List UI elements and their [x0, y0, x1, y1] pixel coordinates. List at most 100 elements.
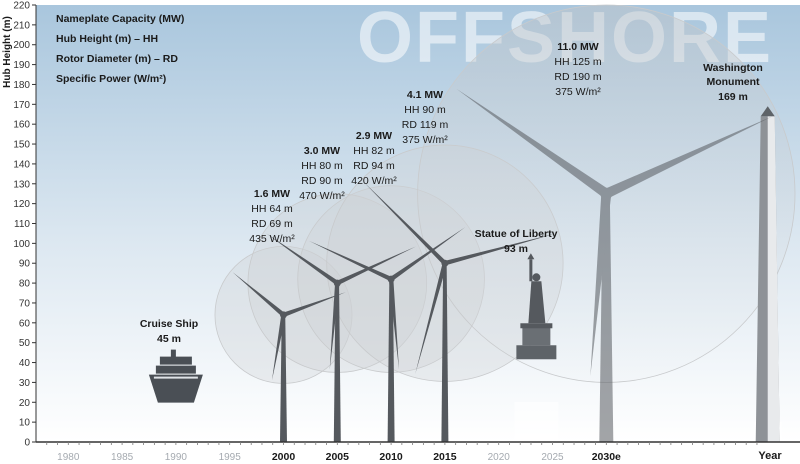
y-tick-label-30: 30 [19, 378, 31, 389]
y-tick-label-70: 70 [19, 298, 31, 309]
turbine-2030 [456, 88, 773, 442]
label-rotor-diameter-2000: RD 69 m [251, 218, 293, 230]
y-tick-label-10: 10 [19, 418, 31, 429]
pedestal-cap [520, 323, 553, 329]
label-capacity-2000: 1.6 MW [254, 188, 290, 200]
label-rotor-diameter-2005: RD 90 m [301, 175, 343, 187]
x-tick-label-2010: 2010 [379, 451, 403, 463]
ship-funnel [170, 349, 176, 358]
y-axis-ticks: 0 10 20 30 40 50 60 70 80 90 100 110 120 130 140 150 160… [13, 1, 37, 449]
statue-body [528, 281, 546, 324]
statue-head [532, 273, 541, 282]
ship-stripe [153, 376, 198, 379]
y-tick-label-130: 130 [13, 179, 30, 190]
blade-2000-1 [271, 314, 286, 381]
hub-2010 [387, 275, 395, 283]
turbine-2000 [232, 272, 346, 442]
pedestal-reflection [514, 402, 559, 442]
legend-entry-hub-height: Hub Height (m) – HH [56, 33, 158, 45]
pedestal-lower [516, 345, 557, 360]
label-capacity-2015: 4.1 MW [407, 89, 443, 101]
y-tick-label-150: 150 [13, 140, 30, 151]
hub-2030 [600, 187, 613, 200]
statue-torch [527, 253, 535, 260]
y-tick-label-100: 100 [13, 239, 30, 250]
label-statue-of-liberty-height: 93 m [504, 243, 528, 255]
hub-2000 [279, 311, 287, 319]
turbine-labels: 1.6 MW HH 64 m RD 69 m 435 W/m² 3.0 MW HH 80 … [140, 41, 763, 345]
pedestal-upper [522, 327, 551, 346]
blade-2000-2 [232, 272, 285, 317]
x-tick-label-1980: 1980 [57, 452, 80, 463]
y-tick-label-140: 140 [13, 159, 30, 170]
blade-2000-0 [282, 292, 346, 317]
y-tick-label-200: 200 [13, 40, 30, 51]
legend-entry-rotor-diameter: Rotor Diameter (m) – RD [56, 53, 178, 65]
y-tick-label-160: 160 [13, 120, 30, 131]
label-washington-monument-name-1: Washington [703, 62, 763, 74]
x-axis-label: Year [758, 450, 782, 462]
x-tick-label-2005: 2005 [326, 451, 350, 463]
monument-light-face [767, 116, 780, 443]
label-rotor-diameter-2010: RD 94 m [353, 160, 395, 172]
ship-hull [148, 374, 203, 403]
label-washington-monument-height: 169 m [718, 91, 748, 103]
y-axis-label: Hub Height (m) [2, 16, 13, 88]
blade-2005-1 [329, 282, 340, 370]
y-tick-label-120: 120 [13, 199, 30, 210]
hub-2005 [333, 279, 341, 287]
label-hub-height-2005: HH 80 m [301, 160, 343, 172]
label-capacity-2030: 11.0 MW [557, 41, 599, 53]
x-tick-label-2020: 2020 [488, 452, 511, 463]
x-axis: 1980 1985 1990 1995 2000 2005 2010 2015 2020 2025… [36, 441, 800, 463]
blade-2010-2 [309, 240, 393, 282]
blade-2030-2 [456, 88, 610, 198]
y-tick-label-80: 80 [19, 279, 31, 290]
label-washington-monument-name-2: Monument [706, 76, 760, 88]
ship-deck-top [159, 356, 192, 365]
x-tick-label-2030e: 2030e [592, 451, 621, 463]
y-tick-label-190: 190 [13, 60, 30, 71]
turbine-2005 [266, 233, 416, 442]
label-specific-power-2015: 375 W/m² [402, 134, 448, 146]
label-hub-height-2000: HH 64 m [251, 203, 293, 215]
x-tick-label-2015: 2015 [433, 451, 457, 463]
label-hub-height-2030: HH 125 m [554, 56, 602, 68]
label-cruise-ship-height: 45 m [157, 333, 181, 345]
x-tick-label-1995: 1995 [219, 452, 242, 463]
blade-2030-1 [590, 193, 612, 377]
ship-deck-mid [155, 365, 196, 374]
x-tick-label-1990: 1990 [165, 452, 188, 463]
blade-2010-1 [388, 278, 399, 370]
statue-arm [529, 259, 533, 282]
legend-entry-capacity: Nameplate Capacity (MW) [56, 13, 184, 25]
blade-2015-1 [415, 262, 448, 374]
x-tick-label-2025: 2025 [541, 452, 564, 463]
tower-2005 [333, 283, 341, 442]
turbine-2010 [309, 227, 466, 442]
y-tick-label-180: 180 [13, 80, 30, 91]
y-tick-label-90: 90 [19, 259, 31, 270]
y-tick-label-210: 210 [13, 20, 30, 31]
y-tick-label-40: 40 [19, 358, 31, 369]
label-hub-height-2010: HH 82 m [353, 145, 395, 157]
x-tick-label-2000: 2000 [272, 451, 296, 463]
y-tick-label-20: 20 [19, 398, 31, 409]
blade-2015-0 [444, 233, 556, 266]
label-rotor-diameter-2015: RD 119 m [402, 119, 449, 131]
label-specific-power-2000: 435 W/m² [249, 233, 295, 245]
legend: Nameplate Capacity (MW) Hub Height (m) –… [56, 13, 184, 85]
y-tick-label-50: 50 [19, 338, 31, 349]
label-specific-power-2005: 470 W/m² [299, 190, 345, 202]
label-capacity-2010: 2.9 MW [356, 130, 392, 142]
reference-structures [148, 106, 782, 443]
blade-2030-0 [604, 116, 773, 199]
x-tick-label-1985: 1985 [111, 452, 134, 463]
tower-2015 [441, 263, 449, 442]
y-tick-label-0: 0 [24, 438, 30, 449]
hub-2015 [441, 259, 449, 267]
y-tick-label-170: 170 [13, 100, 30, 111]
tower-2010 [387, 279, 395, 442]
label-capacity-2005: 3.0 MW [304, 145, 340, 157]
turbines [232, 88, 773, 442]
